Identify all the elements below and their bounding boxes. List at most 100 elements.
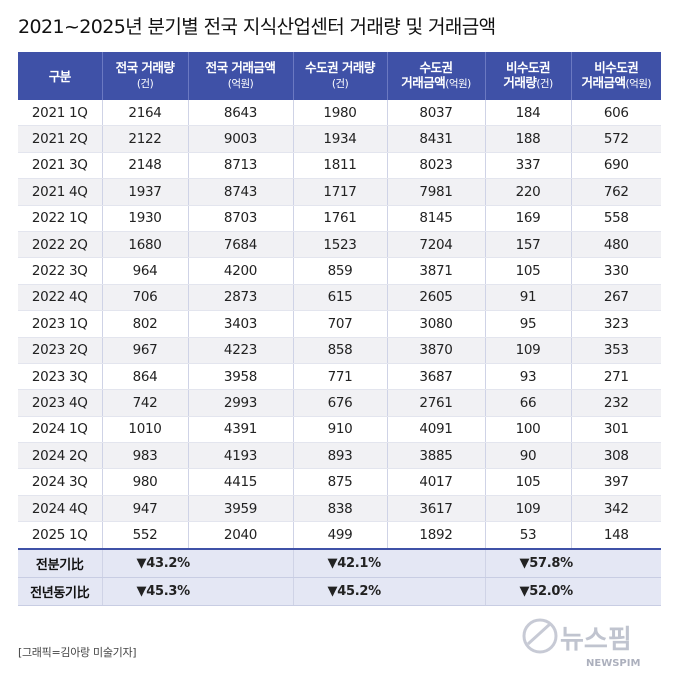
quarter-cell: 2023 1Q (18, 310, 103, 338)
value-cell: 8023 (387, 152, 486, 180)
column-header: 구분 (18, 52, 103, 100)
summary-change: ▼45.2% (293, 577, 486, 606)
quarter-cell: 2024 2Q (18, 442, 103, 470)
quarter-cell: 2021 1Q (18, 100, 103, 127)
value-cell: 66 (485, 389, 572, 417)
column-header: 비수도권 거래량(건) (485, 52, 572, 100)
value-cell: 864 (102, 363, 189, 391)
summary-change: ▼45.3% (102, 577, 294, 606)
table-row: 2022 4Q 706 2873 615 2605 91 267 (18, 284, 661, 312)
newspim-watermark: 뉴스핌 NEWSPIM (522, 618, 640, 669)
value-cell: 7204 (387, 231, 486, 259)
quarter-cell: 2024 1Q (18, 416, 103, 444)
value-cell: 91 (485, 284, 572, 312)
table-row: 2022 2Q 1680 7684 1523 7204 157 480 (18, 231, 661, 259)
value-cell: 90 (485, 442, 572, 470)
value-cell: 3871 (387, 257, 486, 285)
value-cell: 3403 (188, 310, 294, 338)
value-cell: 148 (571, 521, 661, 550)
value-cell: 572 (571, 125, 661, 153)
value-cell: 8743 (188, 178, 294, 206)
quarter-cell: 2023 2Q (18, 337, 103, 364)
value-cell: 967 (102, 337, 189, 364)
table-row: 2024 3Q 980 4415 875 4017 105 397 (18, 468, 661, 496)
summary-row: 전분기比 ▼43.2% ▼42.1% ▼57.8% (18, 548, 661, 578)
column-header: 비수도권 거래금액(억원) (571, 52, 661, 100)
value-cell: 8431 (387, 125, 486, 153)
table-row: 2023 3Q 864 3958 771 3687 93 271 (18, 363, 661, 391)
column-header-label: 비수도권 (505, 60, 551, 75)
value-cell: 762 (571, 178, 661, 206)
table-row: 2023 1Q 802 3403 707 3080 95 323 (18, 310, 661, 338)
value-cell: 4200 (188, 257, 294, 285)
value-cell: 157 (485, 231, 572, 259)
value-cell: 690 (571, 152, 661, 180)
value-cell: 2164 (102, 100, 189, 127)
value-cell: 4017 (387, 468, 486, 496)
value-cell: 875 (293, 468, 388, 496)
table-row: 2021 2Q 2122 9003 1934 8431 188 572 (18, 125, 661, 153)
summary-change: ▼43.2% (102, 548, 294, 578)
value-cell: 615 (293, 284, 388, 312)
column-header-label: 전국 거래금액 (205, 60, 276, 75)
value-cell: 1811 (293, 152, 388, 180)
value-cell: 706 (102, 284, 189, 312)
value-cell: 53 (485, 521, 572, 550)
column-header-label: 전국 거래량 (115, 60, 175, 75)
quarter-cell: 2024 4Q (18, 495, 103, 523)
value-cell: 910 (293, 416, 388, 444)
value-cell: 2040 (188, 521, 294, 550)
quarter-cell: 2025 1Q (18, 521, 103, 550)
value-cell: 3885 (387, 442, 486, 470)
value-cell: 3959 (188, 495, 294, 523)
column-header: 전국 거래량 (건) (102, 52, 189, 100)
quarter-cell: 2022 3Q (18, 257, 103, 285)
column-header: 전국 거래금액 (억원) (188, 52, 294, 100)
value-cell: 1680 (102, 231, 189, 259)
column-header-label: 비수도권 (594, 60, 639, 75)
quarter-cell: 2023 4Q (18, 389, 103, 417)
value-cell: 105 (485, 257, 572, 285)
value-cell: 771 (293, 363, 388, 391)
column-header-unit: (억원) (227, 78, 254, 90)
quarter-cell: 2022 2Q (18, 231, 103, 259)
table-row: 2024 2Q 983 4193 893 3885 90 308 (18, 442, 661, 470)
table-row: 2022 1Q 1930 8703 1761 8145 169 558 (18, 205, 661, 232)
column-header-label: 수도권 거래량 (305, 60, 375, 75)
summary-change: ▼57.8% (485, 548, 661, 578)
column-header-label-2: 거래량 (503, 75, 537, 90)
table-row: 2024 4Q 947 3959 838 3617 109 342 (18, 495, 661, 523)
value-cell: 9003 (188, 125, 294, 153)
value-cell: 893 (293, 442, 388, 470)
value-cell: 4391 (188, 416, 294, 444)
value-cell: 858 (293, 337, 388, 364)
column-header-label-2: 거래금액 (401, 75, 446, 90)
value-cell: 8643 (188, 100, 294, 127)
value-cell: 93 (485, 363, 572, 391)
value-cell: 838 (293, 495, 388, 523)
quarter-cell: 2021 3Q (18, 152, 103, 180)
value-cell: 1937 (102, 178, 189, 206)
value-cell: 707 (293, 310, 388, 338)
summary-change: ▼52.0% (485, 577, 661, 606)
value-cell: 8713 (188, 152, 294, 180)
column-header: 수도권 거래금액(억원) (387, 52, 486, 100)
value-cell: 3687 (387, 363, 486, 391)
value-cell: 353 (571, 337, 661, 364)
column-header-label: 구분 (48, 68, 72, 84)
value-cell: 859 (293, 257, 388, 285)
value-cell: 271 (571, 363, 661, 391)
value-cell: 2122 (102, 125, 189, 153)
column-header-unit: (억원) (445, 78, 471, 90)
graphic-credit: [그래픽=김아랑 미술기자] (18, 646, 137, 659)
value-cell: 980 (102, 468, 189, 496)
summary-label: 전분기比 (18, 548, 103, 578)
table-row: 2022 3Q 964 4200 859 3871 105 330 (18, 257, 661, 285)
value-cell: 188 (485, 125, 572, 153)
value-cell: 1934 (293, 125, 388, 153)
page-title: 2021~2025년 분기별 전국 지식산업센터 거래량 및 거래금액 (18, 16, 496, 38)
value-cell: 2605 (387, 284, 486, 312)
value-cell: 7684 (188, 231, 294, 259)
value-cell: 308 (571, 442, 661, 470)
column-header-label: 수도권 (419, 60, 453, 75)
